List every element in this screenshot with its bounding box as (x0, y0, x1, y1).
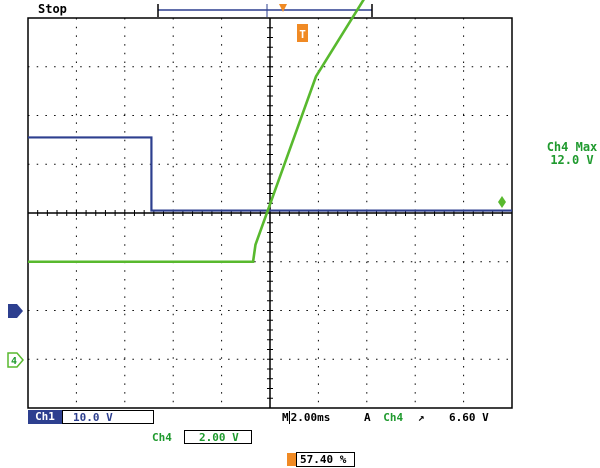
record-position-bar[interactable] (157, 4, 373, 17)
trigger-level-icon[interactable] (498, 196, 506, 208)
graticule (27, 17, 513, 409)
trigger-position-readout[interactable]: 57.40 % (287, 449, 356, 468)
trigger-point-icon (279, 4, 287, 12)
trigger-position-label: T (299, 28, 306, 41)
ch4-ground-marker[interactable]: 4 (7, 352, 24, 368)
trigger-position-value: 57.40 % (296, 452, 356, 467)
rising-edge-icon: ↗ (417, 411, 425, 424)
trigger-position-marker[interactable]: T (297, 24, 308, 42)
ch1-scale[interactable]: 10.0 V (62, 410, 154, 424)
trigger-position-icon (287, 453, 296, 466)
ch4-measure-title: Ch4 Max (547, 140, 598, 154)
ch1-waveform (28, 136, 512, 212)
ch1-ground-marker[interactable] (8, 304, 23, 318)
trigger-mode: A (364, 411, 371, 424)
ch4-scale-value: 2.00 V (199, 431, 239, 444)
timebase-value: 2.00ms (288, 411, 331, 424)
ch4-tag: Ch4 (152, 431, 172, 444)
ch4-scale[interactable]: 2.00 V (184, 430, 252, 444)
timebase-prefix: M (282, 411, 289, 424)
ch1-scale-value: 10.0 V (73, 411, 113, 424)
ch4-marker-label: 4 (11, 356, 17, 367)
trigger-level: 6.60 V (449, 411, 489, 424)
trigger-readout[interactable]: A Ch4 ↗ 6.60 V (364, 411, 489, 424)
trigger-source: Ch4 (383, 411, 404, 424)
acquisition-status: Stop (38, 2, 67, 16)
ch1-tag[interactable]: Ch1 (28, 410, 62, 424)
ch1-tag-label: Ch1 (35, 410, 55, 423)
ch4-measure-value: 12.0 V (550, 153, 593, 167)
ch4-waveform (28, 0, 365, 264)
timebase-readout[interactable]: M 2.00ms (282, 411, 331, 424)
